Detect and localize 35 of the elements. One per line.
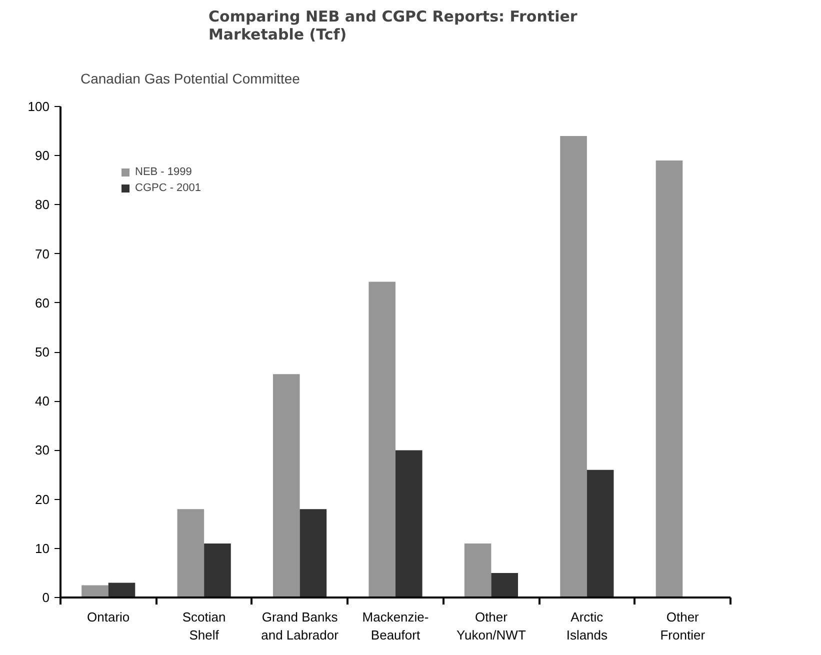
- bar: [586, 470, 614, 598]
- bar: [656, 160, 683, 598]
- legend-label: NEB - 1999: [135, 166, 192, 178]
- y-tick-label: 60: [35, 295, 50, 310]
- bar: [491, 572, 518, 598]
- text: Canadian Gas Potential Committee: [80, 70, 300, 86]
- bar: [177, 509, 204, 598]
- y-tick-label: 10: [35, 540, 50, 556]
- x-tick-label: Scotian Shelf: [182, 610, 226, 642]
- bar: [396, 450, 422, 598]
- y-tick-label: 20: [35, 492, 50, 507]
- y-tick-label: 100: [28, 99, 50, 114]
- bar: [272, 374, 300, 598]
- y-tick-label: 70: [35, 246, 50, 262]
- x-tick-label: Grand Banks and Labrador: [261, 610, 340, 642]
- y-tick-label: 30: [35, 442, 50, 458]
- x-tick-label: Other Yukon/NWT: [456, 610, 526, 642]
- bar: [82, 585, 108, 598]
- x-tick-label: Mackenzie- Beaufort: [362, 610, 429, 642]
- y-tick-label: 0: [42, 590, 50, 605]
- bar: [300, 509, 327, 598]
- bar: [204, 543, 231, 598]
- y-tick-label: 90: [35, 148, 50, 164]
- y-tick-label: 40: [35, 394, 50, 409]
- legend-label: CGPC - 2001: [135, 182, 202, 194]
- y-tick-label: 50: [35, 344, 50, 360]
- bar: [108, 582, 136, 598]
- x-tick-label: Arctic Islands: [566, 610, 608, 642]
- y-tick-label: 80: [35, 197, 50, 212]
- bar: [368, 282, 396, 598]
- bar: [560, 136, 587, 598]
- x-tick-label: Ontario: [87, 610, 130, 624]
- x-tick-label: Other Frontier: [660, 610, 706, 642]
- chart-title: Comparing NEB and CGPC Reports: Frontier Marketable (Tcf): [208, 8, 578, 44]
- bar: [464, 543, 492, 598]
